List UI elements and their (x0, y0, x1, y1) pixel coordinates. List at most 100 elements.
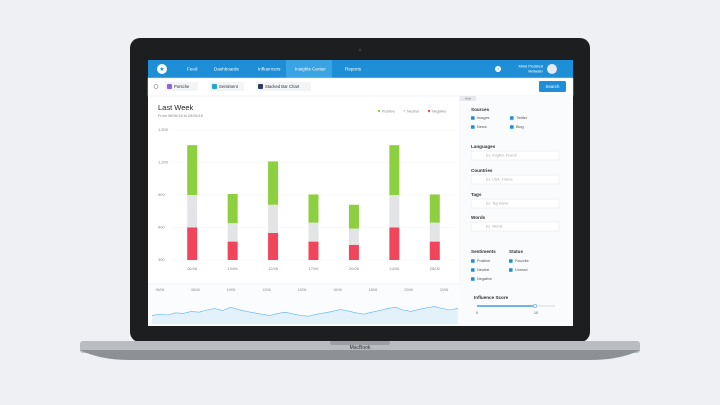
notch (330, 341, 390, 345)
x-tick-label: 17/06 (308, 266, 319, 271)
checkbox-label: Positive (477, 259, 490, 263)
legend-dot (427, 109, 431, 113)
input-placeholder: Ex. Words (486, 225, 503, 229)
section-title: Tags (471, 192, 482, 197)
checkbox[interactable] (510, 125, 514, 129)
checkbox[interactable] (471, 268, 475, 272)
bar-segment (308, 222, 319, 242)
search-button-label: Search (546, 84, 560, 89)
section-title: Languages (471, 144, 496, 149)
chip[interactable] (256, 82, 311, 91)
text-input[interactable] (470, 150, 560, 161)
nav-active (286, 60, 332, 78)
text-input[interactable] (470, 221, 560, 232)
nav-item[interactable]: Feed (187, 67, 198, 72)
legend-dot (402, 109, 406, 113)
input-placeholder: Ex. English, French (486, 154, 517, 158)
y-tick-label: 300 (158, 257, 165, 262)
bar-segment (268, 232, 279, 260)
bar-segment (227, 193, 238, 224)
help-icon[interactable] (495, 66, 501, 72)
section-title: Status (509, 249, 523, 254)
y-tick-label: 900 (158, 192, 165, 197)
text-input[interactable] (470, 198, 560, 209)
nav-item[interactable]: Insights Center (295, 67, 326, 72)
logo[interactable] (157, 64, 167, 74)
chip-label: Stacked Bar Chart (265, 84, 300, 89)
x-tick-label: 06/06 (187, 266, 198, 271)
search-button[interactable] (539, 81, 566, 92)
y-tick-label: 1,500 (158, 127, 169, 132)
y-tick-label: 1,200 (158, 160, 169, 165)
legend-label: Neutral (407, 109, 419, 113)
timeline-tick-label: 20/06 (404, 288, 413, 292)
chart-subtitle: From 06/06/18 to 28/06/18 (158, 114, 203, 118)
bar-segment (389, 227, 400, 260)
legend-dot (377, 109, 381, 113)
checkbox[interactable] (510, 116, 514, 120)
checkbox[interactable] (509, 268, 513, 272)
bar-segment (227, 223, 238, 242)
checkbox[interactable] (471, 277, 475, 281)
nav-item[interactable]: Reports (345, 67, 362, 72)
filter-bar (147, 77, 574, 97)
checkbox[interactable] (471, 259, 475, 263)
sidebar (460, 96, 573, 326)
bar-segment (308, 194, 319, 223)
timeline-line (151, 306, 459, 317)
bar-segment (308, 241, 319, 260)
input-placeholder: Ex. USA, France (486, 178, 513, 182)
bar-segment (348, 228, 359, 245)
logo-star: ★ (159, 66, 164, 73)
section-title: Countries (471, 168, 493, 173)
section-title: Words (471, 215, 486, 220)
input-placeholder: Ex. Tag Name (486, 202, 509, 206)
text-input[interactable] (470, 174, 560, 185)
bar-segment (268, 161, 279, 205)
checkbox-label: Images (477, 116, 490, 120)
camera (358, 48, 362, 52)
sidebar-tab-label: Hide (465, 97, 472, 101)
timeline-tick-label: 08/06 (191, 288, 200, 292)
bar-segment (187, 195, 198, 228)
x-tick-label: 20/06 (349, 266, 360, 271)
device-label: MacBook (350, 345, 371, 351)
timeline-tick-label: 14/06 (298, 288, 307, 292)
nav-item[interactable]: Influencers (258, 67, 281, 72)
bar-segment (429, 194, 440, 223)
nav-bar (148, 60, 573, 78)
legend-label: Negative (432, 109, 446, 113)
checkbox[interactable] (471, 125, 475, 129)
bar-segment (187, 227, 198, 260)
bar-segment (429, 222, 440, 242)
slider-min: 0 (476, 311, 478, 315)
avatar[interactable] (547, 64, 557, 74)
checkbox-label: Twitter (516, 116, 528, 120)
y-tick-label: 600 (158, 225, 165, 230)
checkbox-label: Neutral (477, 268, 489, 272)
chip-label: Porsche (174, 84, 190, 89)
timeline-tick-label: 06/06 (156, 288, 165, 292)
bar-segment (227, 241, 238, 260)
chip-icon (167, 84, 172, 89)
nav-item[interactable]: Dashboards (214, 67, 239, 72)
checkbox[interactable] (509, 259, 513, 263)
slider-handle[interactable] (532, 303, 538, 309)
checkbox-label: Negative (477, 277, 492, 281)
bar-segment (429, 241, 440, 260)
bar-segment (348, 204, 359, 229)
timeline-tick-label: 22/06 (440, 288, 449, 292)
legend-label: Positive (382, 109, 395, 113)
timeline-panel (148, 284, 460, 326)
section-title: Sources (471, 107, 490, 112)
user-org: Meltwater (528, 69, 544, 73)
sidebar-tab[interactable] (460, 96, 476, 101)
x-tick-label: 28/06 (430, 266, 441, 271)
search-icon (153, 84, 159, 89)
chip[interactable] (210, 82, 244, 91)
chart-title: Last Week (158, 103, 194, 112)
slider-max: 10 (534, 311, 538, 315)
checkbox-label: Favorite (515, 259, 529, 263)
chip[interactable] (165, 82, 198, 91)
checkbox[interactable] (471, 116, 475, 120)
